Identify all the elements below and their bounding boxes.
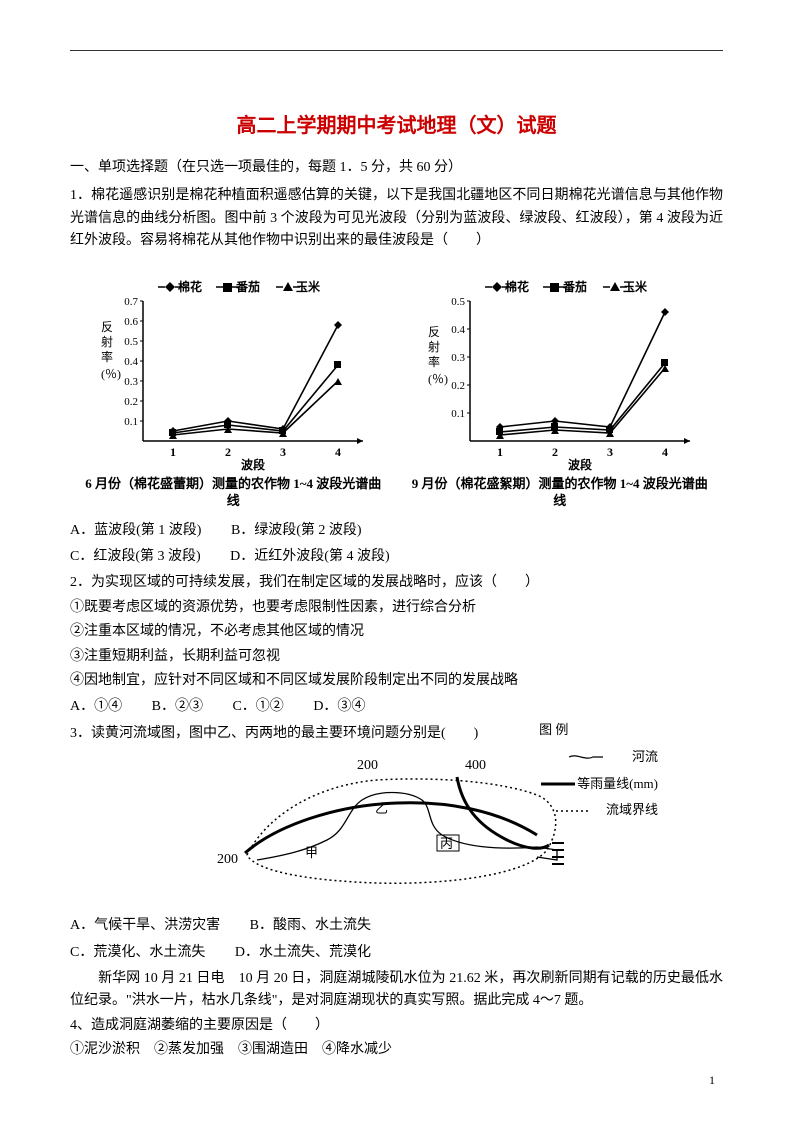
- q2-item3: ③注重短期利益，长期利益可忽视: [70, 646, 723, 668]
- svg-text:0.1: 0.1: [451, 408, 465, 420]
- svg-text:200: 200: [357, 758, 378, 773]
- legend-title: 图 例: [539, 720, 658, 741]
- q1-options-row1: A．蓝波段(第 1 波段) B．绿波段(第 2 波段): [70, 520, 723, 542]
- section-1-heading: 一、单项选择题（在只选一项最佳的，每题 1．5 分，共 60 分）: [70, 157, 723, 179]
- chart-june: 棉花 番茄 玉米 反 射 率 (％): [83, 271, 383, 510]
- svg-text:400: 400: [465, 758, 486, 773]
- svg-text:1: 1: [497, 445, 503, 459]
- svg-text:波段: 波段: [241, 457, 266, 471]
- chart-sept-caption: 9 月份（棉花盛絮期）测量的农作物 1~4 波段光谱曲线: [410, 475, 710, 510]
- svg-text:4: 4: [335, 445, 341, 459]
- svg-text:3: 3: [607, 445, 613, 459]
- page-number: 1: [709, 1073, 715, 1088]
- passage-4-7: 新华网 10 月 21 日电 10 月 20 日，洞庭湖城陵矶水位为 21.62…: [70, 968, 723, 1013]
- q2-stem: 2．为实现区域的可持续发展，我们在制定区域的发展战略时，应该（ ）: [70, 572, 723, 594]
- q1-opt-c: C．红波段(第 3 波段): [70, 546, 201, 568]
- q1-stem: 1．棉花遥感识别是棉花种植面积遥感估算的关键，以下是我国北疆地区不同日期棉花光谱…: [70, 185, 723, 252]
- q3-options-row2: C．荒漠化、水土流失 D．水土流失、荒漠化: [70, 942, 723, 964]
- chart-sept: 棉花 番茄 玉米 反 射 率 (％) 0.1 0.2 0.3: [410, 271, 710, 510]
- q3-opt-b: B．酸雨、水土流失: [250, 915, 371, 937]
- svg-text:0.3: 0.3: [125, 376, 139, 388]
- svg-text:反: 反: [428, 325, 440, 339]
- top-rule: [70, 50, 723, 51]
- q1-opt-a: A．蓝波段(第 1 波段): [70, 520, 201, 542]
- svg-text:3: 3: [280, 445, 286, 459]
- q2-item1: ①既要考虑区域的资源优势，也要考虑限制性因素，进行综合分析: [70, 597, 723, 619]
- svg-text:率: 率: [428, 354, 440, 369]
- q2-item2: ②注重本区域的情况，不必考虑其他区域的情况: [70, 621, 723, 643]
- svg-text:率: 率: [101, 349, 113, 364]
- svg-text:0.2: 0.2: [451, 380, 465, 392]
- svg-text:0.1: 0.1: [125, 416, 139, 428]
- svg-text:0.5: 0.5: [451, 296, 465, 308]
- svg-text:1: 1: [170, 445, 176, 459]
- map-legend: 图 例 河流 等雨量线(mm) 流域界线: [539, 720, 658, 827]
- svg-text:2: 2: [225, 445, 231, 459]
- chart-sept-svg: 棉花 番茄 玉米 反 射 率 (％) 0.1 0.2 0.3: [410, 271, 710, 471]
- svg-text:(％): (％): [428, 372, 448, 386]
- svg-text:0.3: 0.3: [451, 352, 465, 364]
- q2-opt-d: D．③④: [313, 696, 365, 718]
- q1-options-row2: C．红波段(第 3 波段) D．近红外波段(第 4 波段): [70, 546, 723, 568]
- q1-opt-d: D．近红外波段(第 4 波段): [230, 546, 389, 568]
- q2-opt-b: B．②③: [152, 696, 203, 718]
- svg-text:0.6: 0.6: [125, 316, 139, 328]
- svg-text:甲: 甲: [305, 845, 318, 860]
- svg-text:0.4: 0.4: [125, 356, 139, 368]
- svg-text:丙: 丙: [440, 836, 453, 851]
- svg-text:射: 射: [428, 339, 440, 354]
- svg-text:乙: 乙: [375, 801, 388, 816]
- q4-stem: 4、造成洞庭湖萎缩的主要原因是（ ）: [70, 1015, 723, 1037]
- svg-text:射: 射: [101, 334, 113, 349]
- svg-text:(％): (％): [101, 367, 121, 381]
- map-svg: 200 400 200 甲 乙 丙: [197, 755, 597, 905]
- q3-opt-d: D．水土流失、荒漠化: [235, 942, 371, 964]
- q2-options: A．①④ B．②③ C．①② D．③④: [70, 696, 723, 718]
- q2-opt-a: A．①④: [70, 696, 122, 718]
- q3-opt-a: A．气候干旱、洪涝灾害: [70, 915, 220, 937]
- charts-row: 棉花 番茄 玉米 反 射 率 (％): [70, 271, 723, 510]
- ylabel: 反: [101, 320, 113, 334]
- svg-text:0.5: 0.5: [125, 336, 139, 348]
- svg-text:波段: 波段: [568, 457, 593, 471]
- svg-text:200: 200: [217, 852, 238, 867]
- q1-opt-b: B．绿波段(第 2 波段): [231, 520, 362, 542]
- chart-june-caption: 6 月份（棉花盛蕾期）测量的农作物 1~4 波段光谱曲线: [83, 475, 383, 510]
- q3-options-row1: A．气候干旱、洪涝灾害 B．酸雨、水土流失: [70, 915, 723, 937]
- q3-opt-c: C．荒漠化、水土流失: [70, 942, 205, 964]
- exam-title: 高二上学期期中考试地理（文）试题: [70, 110, 723, 142]
- svg-text:0.7: 0.7: [125, 296, 139, 308]
- svg-text:0.4: 0.4: [451, 324, 465, 336]
- svg-text:2: 2: [552, 445, 558, 459]
- q2-item4: ④因地制宜，应针对不同区域和不同区域发展阶段制定出不同的发展战略: [70, 670, 723, 692]
- q4-items: ①泥沙淤积 ②蒸发加强 ③围湖造田 ④降水减少: [70, 1039, 723, 1061]
- svg-text:4: 4: [662, 445, 668, 459]
- q2-opt-c: C．①②: [232, 696, 283, 718]
- page-body: 高二上学期期中考试地理（文）试题 一、单项选择题（在只选一项最佳的，每题 1．5…: [0, 0, 793, 1104]
- svg-text:0.2: 0.2: [125, 396, 139, 408]
- chart-june-svg: 棉花 番茄 玉米 反 射 率 (％): [83, 271, 383, 471]
